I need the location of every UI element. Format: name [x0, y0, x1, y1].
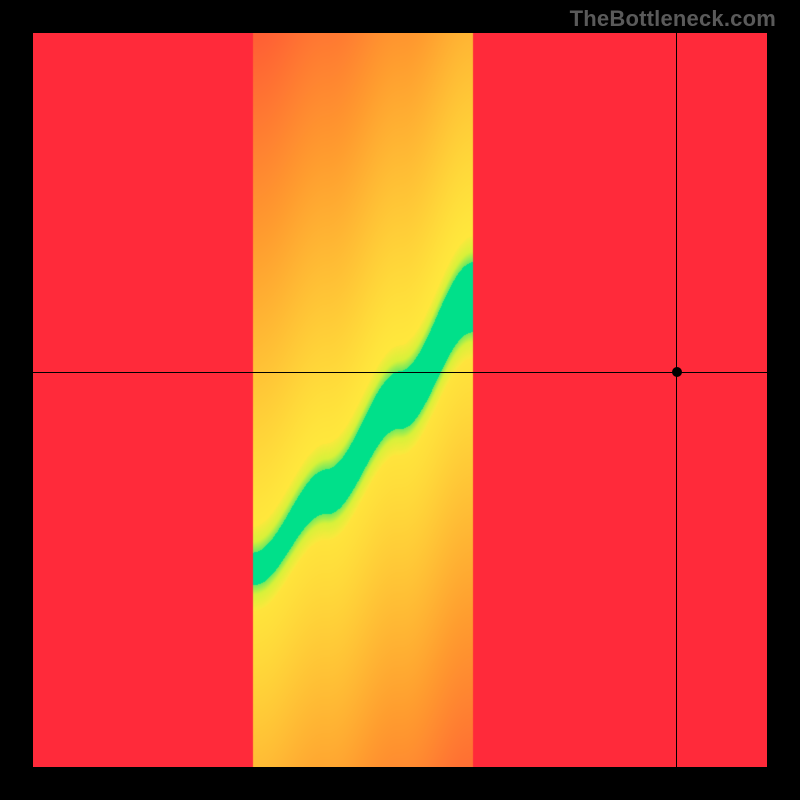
- crosshair-vertical: [676, 33, 677, 767]
- watermark-text: TheBottleneck.com: [570, 6, 776, 32]
- crosshair-marker: [672, 367, 682, 377]
- bottleneck-heatmap: [33, 33, 767, 767]
- chart-container: TheBottleneck.com: [0, 0, 800, 800]
- crosshair-horizontal: [33, 372, 767, 373]
